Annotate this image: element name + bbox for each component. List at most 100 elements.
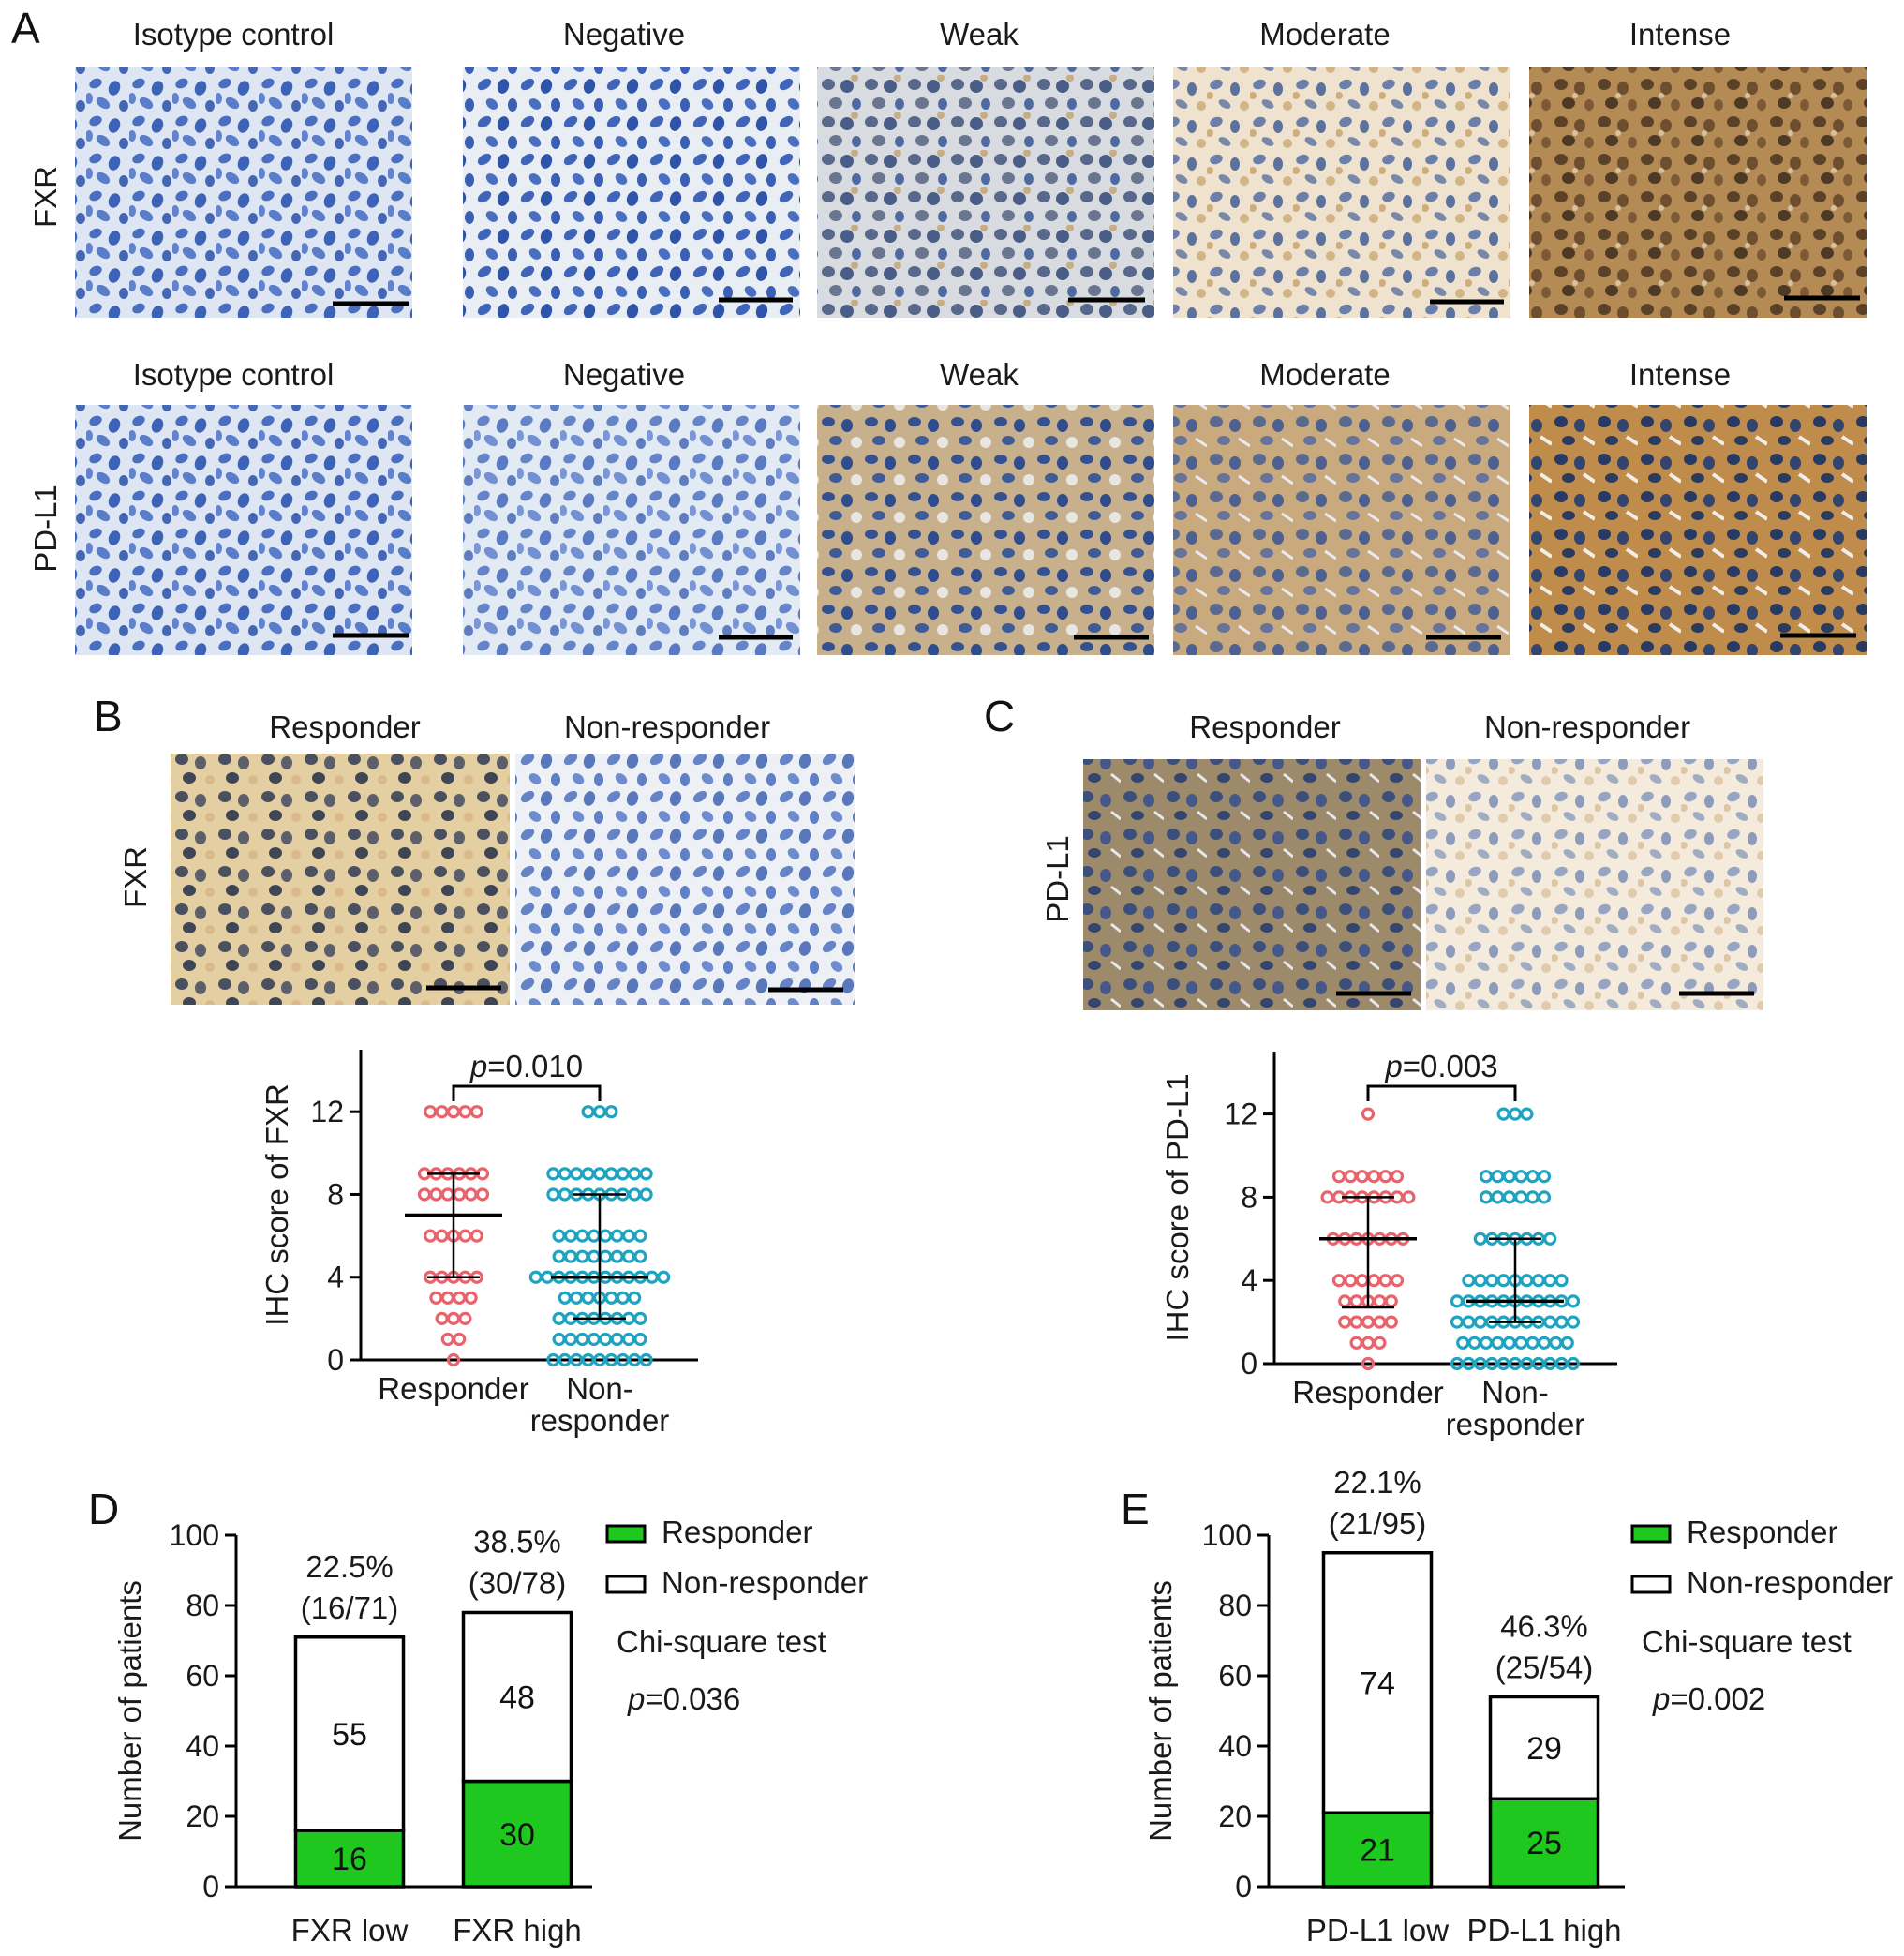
bar-fraction-label: (16/71): [301, 1590, 399, 1625]
test-name: Chi-square test: [617, 1624, 826, 1659]
data-point: [552, 1249, 566, 1263]
data-point: [1514, 1170, 1528, 1184]
data-point: [1496, 1107, 1510, 1121]
data-point: [633, 1229, 647, 1243]
data-point: [1543, 1315, 1557, 1329]
panel-a-row2-col2-title: Negative: [563, 357, 685, 392]
data-point: [1473, 1232, 1487, 1246]
data-point: [464, 1187, 478, 1202]
x-category-label: Responder: [1292, 1375, 1443, 1410]
data-point: [1344, 1170, 1358, 1184]
panel-c-col-responder: Responder: [1189, 709, 1340, 744]
micrograph-fxr-negative: [463, 67, 800, 318]
panel-label-b: B: [94, 692, 123, 740]
bar-value-label: 30: [499, 1817, 535, 1853]
data-point: [1525, 1336, 1540, 1350]
data-point: [1566, 1315, 1581, 1329]
data-point: [1537, 1170, 1552, 1184]
panel-label-e: E: [1121, 1485, 1150, 1533]
panel-label-a: A: [11, 4, 40, 52]
legend-swatch-responder: [1630, 1524, 1672, 1544]
data-point: [1537, 1190, 1552, 1204]
data-point: [616, 1291, 630, 1305]
micrograph-pdl1-negative: [463, 405, 800, 655]
micrograph-pdl1-weak: [817, 405, 1154, 655]
bar-nonresponder: [1488, 1695, 1600, 1800]
data-point: [1508, 1107, 1523, 1121]
data-point: [552, 1311, 566, 1325]
data-point: [1543, 1232, 1557, 1246]
data-point: [458, 1105, 472, 1119]
data-point: [1361, 1336, 1376, 1350]
data-point: [1566, 1356, 1581, 1371]
panel-a-row-label-pdl1: PD-L1: [28, 485, 63, 573]
data-point: [1479, 1336, 1494, 1350]
data-point: [1525, 1190, 1540, 1204]
bar-responder: [1488, 1797, 1600, 1889]
panel-a-row2-col4-title: Moderate: [1259, 357, 1390, 392]
legend-swatch-responder: [605, 1524, 647, 1544]
y-tick-label: 40: [186, 1729, 219, 1763]
data-point: [599, 1332, 613, 1347]
data-point: [563, 1249, 578, 1263]
data-point: [610, 1332, 624, 1347]
data-point: [546, 1167, 560, 1181]
data-point: [563, 1229, 578, 1243]
y-tick-label: 60: [1218, 1659, 1252, 1693]
significance-bracket: [1366, 1084, 1517, 1101]
data-point: [429, 1187, 443, 1202]
data-point: [610, 1249, 624, 1263]
bar-fraction-label: (21/95): [1329, 1506, 1427, 1541]
data-point: [440, 1291, 454, 1305]
micrograph-pdl1-nonresponder: [1426, 759, 1763, 1010]
y-tick-label: 0: [1241, 1347, 1257, 1381]
x-category-label: Non-: [1481, 1375, 1549, 1410]
bar-responder: [1321, 1811, 1434, 1889]
bar-value-label: 16: [332, 1842, 367, 1877]
data-point: [1361, 1356, 1376, 1371]
bar-nonresponder: [293, 1635, 406, 1832]
micrograph-pdl1-intense: [1529, 405, 1867, 655]
data-point: [417, 1187, 432, 1202]
data-point: [628, 1291, 642, 1305]
data-point: [1479, 1170, 1494, 1184]
data-point: [1338, 1315, 1352, 1329]
data-point: [1473, 1274, 1487, 1288]
data-point: [1331, 1274, 1346, 1288]
bar-fraction-label: (25/54): [1495, 1650, 1594, 1685]
data-point: [458, 1311, 472, 1325]
y-tick-label: 100: [1202, 1518, 1252, 1552]
data-point: [1367, 1170, 1381, 1184]
data-point: [1344, 1274, 1358, 1288]
data-point: [475, 1187, 490, 1202]
y-tick-label: 4: [327, 1261, 344, 1294]
x-category-label: responder: [530, 1403, 670, 1438]
data-point: [528, 1270, 543, 1284]
panel-b-row-label: FXR: [118, 846, 153, 908]
panel-a-row1-col5-title: Intense: [1629, 17, 1731, 52]
test-name: Chi-square test: [1642, 1624, 1852, 1659]
p-value-number: =0.010: [487, 1049, 583, 1083]
p-symbol: p: [1652, 1681, 1670, 1716]
data-point: [1491, 1170, 1505, 1184]
significance-bracket: [452, 1084, 602, 1101]
data-point: [1390, 1170, 1405, 1184]
panel-a-row2-col5-title: Intense: [1629, 357, 1731, 392]
p-value: p=0.010: [469, 1049, 583, 1083]
data-point: [604, 1167, 618, 1181]
y-tick-label: 4: [1241, 1263, 1257, 1297]
data-point: [546, 1187, 560, 1202]
micrograph-fxr-moderate: [1173, 67, 1510, 318]
data-point: [563, 1332, 578, 1347]
p-value: p=0.003: [1384, 1049, 1497, 1083]
data-point: [1361, 1107, 1376, 1121]
y-tick-label: 12: [1224, 1097, 1257, 1131]
data-point: [1467, 1336, 1481, 1350]
data-point: [639, 1352, 653, 1367]
chart-b-ihc-fxr: 0 4 8 12 IHC score of FXR Responder Non-respon…: [260, 1049, 698, 1438]
data-point: [1549, 1336, 1563, 1350]
bar-fraction-label: (30/78): [469, 1566, 567, 1601]
bar-percent-label: 38.5%: [473, 1525, 561, 1560]
p-value-number: =0.003: [1403, 1049, 1498, 1083]
y-axis-label: IHC score of FXR: [260, 1083, 294, 1326]
